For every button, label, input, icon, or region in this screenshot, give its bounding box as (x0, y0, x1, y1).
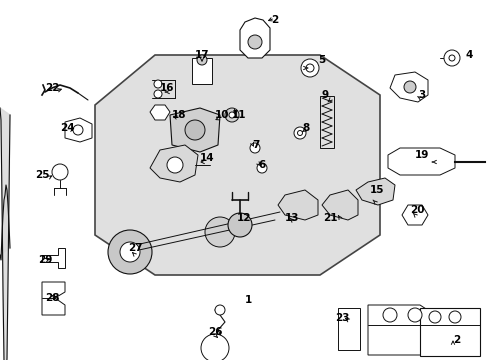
Circle shape (382, 308, 396, 322)
Circle shape (52, 164, 68, 180)
Text: 13: 13 (285, 213, 299, 223)
Text: 21: 21 (323, 213, 337, 223)
Circle shape (204, 217, 235, 247)
Text: 24: 24 (60, 123, 75, 133)
Text: 1: 1 (244, 295, 251, 305)
Polygon shape (150, 145, 198, 182)
Circle shape (448, 311, 460, 323)
Circle shape (228, 112, 235, 118)
Text: 7: 7 (251, 140, 259, 150)
Polygon shape (367, 305, 439, 355)
Text: 29: 29 (38, 255, 52, 265)
Polygon shape (401, 205, 427, 225)
Text: 26: 26 (207, 327, 222, 337)
Text: 8: 8 (302, 123, 308, 133)
Polygon shape (355, 178, 394, 205)
Circle shape (197, 55, 206, 65)
Circle shape (249, 143, 260, 153)
Circle shape (247, 35, 262, 49)
Circle shape (407, 308, 421, 322)
Polygon shape (240, 18, 269, 58)
Polygon shape (321, 190, 357, 220)
Polygon shape (42, 282, 65, 315)
Circle shape (73, 125, 83, 135)
Circle shape (443, 50, 459, 66)
Bar (419, 308, 479, 356)
Text: 14: 14 (200, 153, 214, 163)
Text: 6: 6 (258, 160, 264, 170)
Circle shape (293, 127, 305, 139)
Circle shape (224, 108, 239, 122)
Text: 22: 22 (45, 83, 60, 93)
Text: 4: 4 (464, 50, 471, 60)
Circle shape (154, 80, 162, 88)
Text: 23: 23 (334, 313, 349, 323)
Circle shape (297, 130, 302, 135)
Polygon shape (278, 190, 317, 220)
Text: 16: 16 (160, 83, 174, 93)
Text: 2: 2 (271, 15, 278, 25)
Text: 27: 27 (128, 243, 142, 253)
Circle shape (154, 90, 162, 98)
Circle shape (201, 334, 228, 360)
Text: 20: 20 (409, 205, 424, 215)
Bar (319, 96, 333, 148)
Circle shape (403, 81, 415, 93)
Text: 19: 19 (414, 150, 428, 160)
Circle shape (108, 230, 152, 274)
Circle shape (305, 64, 313, 72)
Polygon shape (65, 118, 92, 142)
Text: 15: 15 (369, 185, 384, 195)
Polygon shape (0, 185, 10, 260)
Text: 9: 9 (321, 90, 328, 100)
Polygon shape (150, 105, 170, 120)
Circle shape (227, 213, 251, 237)
Text: 12: 12 (237, 213, 251, 223)
Polygon shape (170, 108, 220, 152)
Circle shape (167, 157, 183, 173)
Polygon shape (387, 148, 454, 175)
Circle shape (120, 242, 140, 262)
Text: 11: 11 (231, 110, 246, 120)
Text: 10: 10 (215, 110, 229, 120)
Circle shape (428, 311, 440, 323)
Circle shape (257, 163, 266, 173)
Text: 5: 5 (317, 55, 325, 65)
Circle shape (184, 120, 204, 140)
Polygon shape (42, 248, 65, 268)
Polygon shape (0, 108, 10, 360)
Text: 28: 28 (45, 293, 60, 303)
Text: 17: 17 (195, 50, 209, 60)
Text: 25: 25 (35, 170, 49, 180)
Polygon shape (337, 308, 359, 350)
Text: 3: 3 (417, 90, 425, 100)
Circle shape (301, 59, 318, 77)
Bar (192, 58, 212, 84)
Text: 18: 18 (172, 110, 186, 120)
Circle shape (215, 305, 224, 315)
Text: 2: 2 (452, 335, 459, 345)
Circle shape (448, 55, 454, 61)
Polygon shape (95, 55, 379, 275)
Polygon shape (389, 72, 427, 102)
